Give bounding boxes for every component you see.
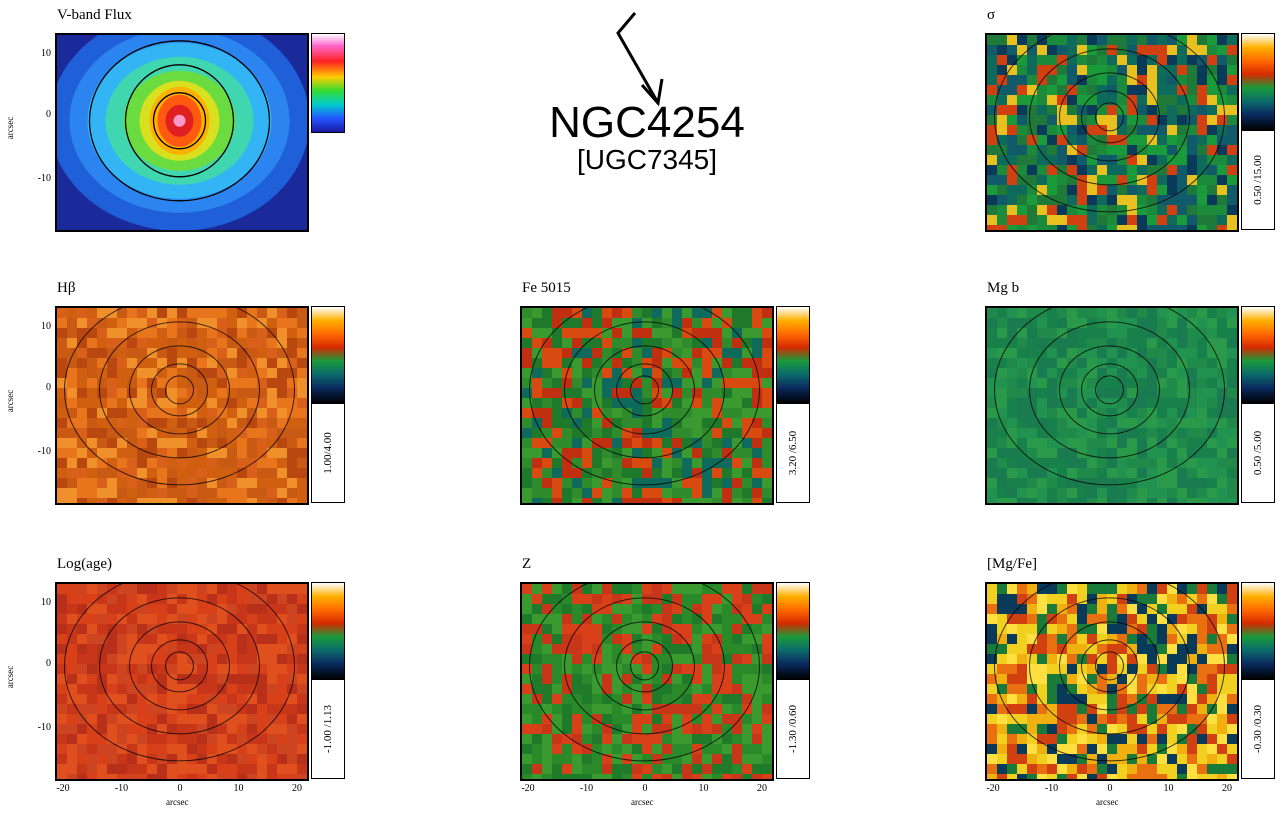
colorbar-gradient: [777, 307, 809, 403]
colorbar-gradient: [777, 583, 809, 679]
x-tick-label: 10: [233, 783, 244, 794]
colorbar: 0.50 /15.00: [1241, 33, 1275, 230]
heatmap-image: [985, 306, 1239, 505]
colorbar-range-label: 0.50 /5.00: [1242, 403, 1274, 502]
panel-title: Log(age): [57, 556, 112, 572]
colorbar-gradient: [312, 307, 344, 403]
panel-title: Mg b: [987, 280, 1020, 296]
colorbar: -1.00 /1.13: [311, 582, 345, 779]
y-axis-label: arcsec: [5, 389, 16, 412]
y-tick-label: -10: [37, 446, 51, 457]
colorbar: 3.20 /6.50: [776, 306, 810, 503]
x-tick-label: 20: [757, 783, 767, 794]
heatmap-image: [520, 306, 774, 505]
x-tick-label: -10: [579, 783, 594, 794]
panel-title: Fe 5015: [522, 280, 571, 296]
colorbar-gradient: [1242, 583, 1274, 679]
x-tick-label: -10: [114, 783, 129, 794]
colorbar-gradient: [312, 34, 344, 132]
x-tick-label: 0: [642, 783, 648, 794]
colorbar-range-label: 0.50 /15.00: [1242, 130, 1274, 229]
colorbar-range-label: -0.30 /0.30: [1242, 679, 1274, 778]
y-tick-label: 10: [41, 321, 51, 332]
x-tick-label: -20: [56, 783, 70, 794]
colorbar-gradient: [1242, 34, 1274, 130]
y-tick-label: 0: [46, 382, 51, 393]
x-tick-label: -20: [521, 783, 535, 794]
y-tick-label: 0: [46, 109, 51, 120]
x-tick-label: 10: [698, 783, 709, 794]
colorbar-range-label: -1.00 /1.13: [312, 679, 344, 778]
heatmap-image: [55, 306, 309, 505]
x-tick-label: 0: [1107, 783, 1113, 794]
y-tick-label: 10: [41, 597, 51, 608]
colorbar: -0.30 /0.30: [1241, 582, 1275, 779]
y-tick-label: 10: [41, 48, 51, 59]
colorbar: [311, 33, 345, 133]
panel-title: Hβ: [57, 280, 76, 296]
x-axis-label: arcsec: [166, 797, 189, 807]
colorbar: -1.30 /0.60: [776, 582, 810, 779]
heatmap-image: [55, 33, 309, 232]
heatmap-image: [520, 582, 774, 781]
x-tick-label: -10: [1044, 783, 1059, 794]
x-axis-label: arcsec: [631, 797, 654, 807]
heatmap-image: [985, 33, 1239, 232]
y-tick-label: -10: [37, 173, 51, 184]
y-axis-label: arcsec: [5, 116, 16, 139]
colorbar-range-label: 1.00/4.00: [312, 403, 344, 502]
x-tick-label: 10: [1163, 783, 1174, 794]
y-tick-label: -10: [37, 722, 51, 733]
y-tick-label: 0: [46, 658, 51, 669]
panel-title: [Mg/Fe]: [987, 556, 1037, 572]
x-tick-label: 20: [292, 783, 302, 794]
colorbar-gradient: [312, 583, 344, 679]
galaxy-alt-name: [UGC7345]: [576, 144, 718, 175]
galaxy-name: NGC4254: [549, 98, 745, 147]
panel-title: Z: [522, 556, 532, 572]
x-tick-label: 0: [177, 783, 183, 794]
x-tick-label: -20: [986, 783, 1000, 794]
x-tick-label: 20: [1222, 783, 1232, 794]
y-axis-label: arcsec: [5, 665, 16, 688]
colorbar: 0.50 /5.00: [1241, 306, 1275, 503]
colorbar-gradient: [1242, 307, 1274, 403]
panel-title: σ: [987, 7, 996, 23]
heatmap-image: [985, 582, 1239, 781]
colorbar-range-label: 3.20 /6.50: [777, 403, 809, 502]
heatmap-image: [55, 582, 309, 781]
north-arrow-icon: [616, 12, 664, 107]
colorbar-range-label: -1.30 /0.60: [777, 679, 809, 778]
panel-title: V-band Flux: [57, 7, 132, 23]
x-axis-label: arcsec: [1096, 797, 1119, 807]
colorbar: 1.00/4.00: [311, 306, 345, 503]
